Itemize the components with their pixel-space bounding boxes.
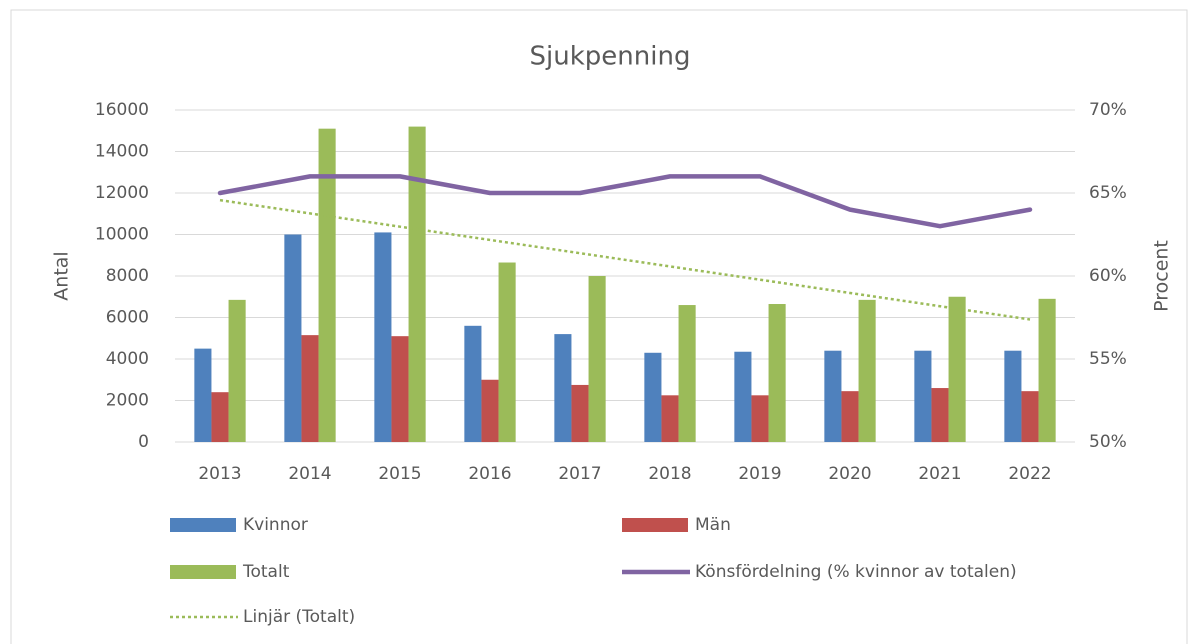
bar [588, 276, 606, 442]
bar [571, 384, 589, 442]
bar [858, 299, 876, 442]
bar [644, 352, 662, 442]
bar [301, 335, 319, 442]
y-tick-label: 4000 [106, 349, 149, 369]
trend-line [219, 198, 1031, 321]
bar [318, 128, 336, 443]
line [217, 174, 1033, 229]
bar [841, 391, 859, 442]
y2-tick-label: 70% [1089, 100, 1127, 120]
bar [914, 350, 932, 442]
y-tick-label: 10000 [95, 225, 149, 245]
bar [948, 296, 966, 442]
x-tick-label: 2018 [648, 464, 691, 484]
x-tick-label: 2013 [198, 464, 241, 484]
y-axis-label: Antal [51, 251, 73, 300]
bar [768, 304, 786, 442]
y2-tick-label: 65% [1089, 183, 1127, 203]
x-tick-label: 2021 [918, 464, 961, 484]
bar [751, 395, 769, 442]
legend-label: Kvinnor [243, 515, 308, 535]
legend-label: Totalt [242, 562, 290, 582]
legend-label: Könsfördelning (% kvinnor av totalen) [695, 562, 1017, 582]
bar [824, 350, 842, 442]
y-tick-label: 14000 [95, 142, 149, 162]
bar [391, 336, 409, 442]
x-tick-label: 2019 [738, 464, 781, 484]
bar [661, 395, 679, 442]
legend-swatch [170, 518, 236, 532]
y2-tick-label: 55% [1089, 349, 1127, 369]
x-tick-label: 2016 [468, 464, 511, 484]
chart-title: Sjukpenning [530, 42, 691, 72]
bar [481, 379, 499, 442]
y-tick-label: 8000 [106, 266, 149, 286]
bar [284, 234, 302, 442]
bar [228, 299, 246, 442]
bar [931, 388, 949, 442]
y2-tick-label: 50% [1089, 432, 1127, 452]
bar [211, 392, 229, 442]
bar [678, 305, 696, 442]
bar [554, 334, 572, 442]
x-tick-label: 2015 [378, 464, 421, 484]
x-tick-label: 2014 [288, 464, 331, 484]
y-tick-label: 2000 [106, 391, 149, 411]
bar [374, 232, 392, 442]
legend-swatch [170, 565, 236, 579]
x-tick-label: 2020 [828, 464, 871, 484]
y-tick-label: 0 [138, 432, 149, 452]
legend-label: Linjär (Totalt) [243, 607, 355, 627]
y-tick-label: 12000 [95, 183, 149, 203]
bar [1038, 298, 1056, 442]
y-tick-label: 16000 [95, 100, 149, 120]
bar [498, 262, 516, 442]
bar [408, 126, 426, 442]
bar [734, 351, 752, 442]
bar [194, 348, 212, 442]
y2-tick-label: 60% [1089, 266, 1127, 286]
bar [1004, 350, 1022, 442]
legend-label: Män [695, 515, 731, 535]
legend-swatch [622, 518, 688, 532]
bar [1021, 391, 1039, 442]
bar [464, 325, 482, 442]
y2-axis-label: Procent [1151, 240, 1173, 312]
x-tick-label: 2022 [1008, 464, 1051, 484]
x-tick-label: 2017 [558, 464, 601, 484]
y-tick-label: 6000 [106, 308, 149, 328]
